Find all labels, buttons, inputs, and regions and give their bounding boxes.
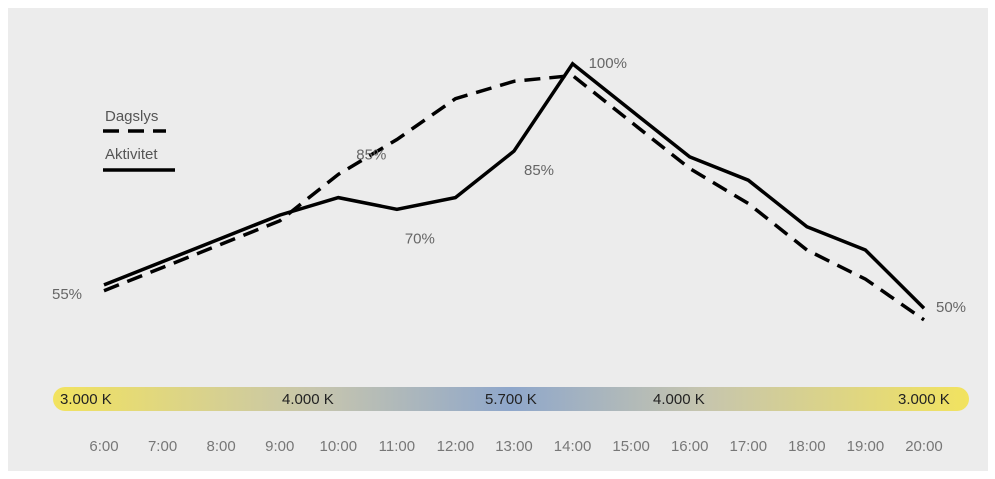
legend: Dagslys Aktivitet bbox=[103, 108, 175, 172]
annotation-label: 85% bbox=[356, 147, 386, 164]
x-tick-label: 7:00 bbox=[148, 438, 177, 455]
kelvin-label: 3.000 K bbox=[60, 391, 112, 408]
line-chart: Dagslys Aktivitet 55% 70% 85% 85% 100% 50% 3.… bbox=[52, 55, 969, 455]
x-tick-label: 16:00 bbox=[671, 438, 709, 455]
x-tick-label: 9:00 bbox=[265, 438, 294, 455]
series-line-dagslys bbox=[103, 73, 925, 322]
x-tick-label: 12:00 bbox=[437, 438, 475, 455]
x-tick-label: 18:00 bbox=[788, 438, 826, 455]
x-tick-label: 11:00 bbox=[379, 438, 415, 455]
legend-label-dagslys: Dagslys bbox=[105, 108, 158, 125]
kelvin-label: 4.000 K bbox=[282, 391, 334, 408]
x-tick-label: 6:00 bbox=[89, 438, 118, 455]
kelvin-label: 3.000 K bbox=[898, 391, 950, 408]
series-line-aktivitet bbox=[103, 61, 926, 310]
x-tick-label: 15:00 bbox=[612, 438, 650, 455]
annotation-label: 50% bbox=[936, 299, 966, 316]
annotation-label: 100% bbox=[589, 55, 627, 72]
kelvin-labels: 3.000 K 4.000 K 5.700 K 4.000 K 3.000 K bbox=[60, 391, 950, 408]
x-tick-label: 20:00 bbox=[905, 438, 943, 455]
kelvin-label: 5.700 K bbox=[485, 391, 537, 408]
annotation-label: 85% bbox=[524, 162, 554, 179]
x-axis-ticks: 6:00 7:00 8:00 9:00 10:00 11:00 12:00 13:00 14:0… bbox=[89, 438, 942, 455]
series-layer bbox=[103, 61, 926, 322]
x-tick-label: 8:00 bbox=[207, 438, 236, 455]
x-tick-label: 10:00 bbox=[320, 438, 358, 455]
chart-panel: Dagslys Aktivitet 55% 70% 85% 85% 100% 50% 3.… bbox=[8, 8, 988, 471]
annotation-label: 55% bbox=[52, 286, 82, 303]
x-tick-label: 14:00 bbox=[554, 438, 592, 455]
annotations: 55% 70% 85% 85% 100% 50% bbox=[52, 55, 966, 316]
legend-label-aktivitet: Aktivitet bbox=[105, 146, 158, 163]
x-tick-label: 13:00 bbox=[495, 438, 533, 455]
annotation-label: 70% bbox=[405, 230, 435, 247]
kelvin-label: 4.000 K bbox=[653, 391, 705, 408]
x-tick-label: 19:00 bbox=[847, 438, 885, 455]
color-temperature-bar bbox=[53, 387, 969, 411]
x-tick-label: 17:00 bbox=[730, 438, 768, 455]
